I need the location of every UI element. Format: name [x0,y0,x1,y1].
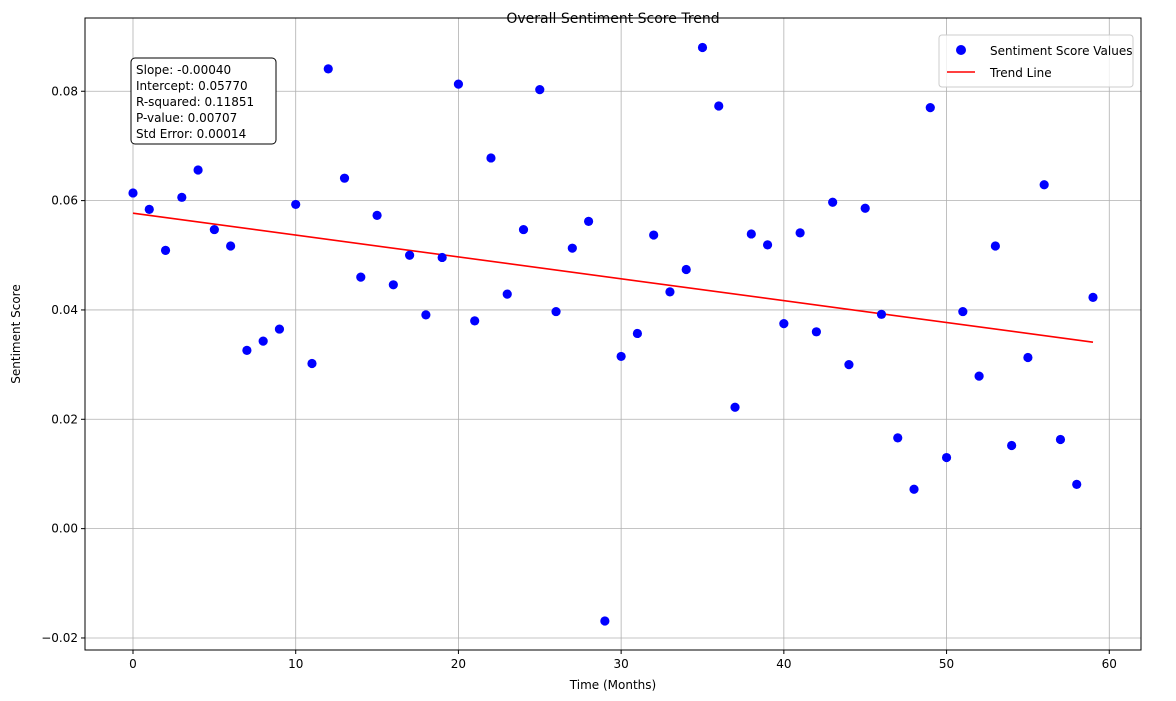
legend-scatter-marker [956,45,966,55]
data-point [193,165,203,175]
data-point [405,250,415,260]
data-point [307,358,317,369]
y-tick-label: 0.06 [51,194,78,208]
stats-intercept: Intercept: 0.05770 [136,79,248,93]
y-tick-label: 0.00 [51,522,78,536]
data-point [958,306,968,317]
data-point [828,197,838,207]
data-point [551,306,561,317]
data-point [876,309,887,319]
y-tick-label: 0.04 [51,303,78,317]
x-axis-label: Time (Months) [569,678,656,692]
data-point [258,336,268,346]
data-point [730,402,740,412]
data-point [274,324,285,334]
legend-frame [938,34,1134,88]
data-point [372,210,382,220]
data-point [795,228,805,238]
plot-frame [84,17,1142,651]
x-tick-label: 40 [776,657,791,671]
data-point [600,616,610,626]
data-point [356,272,366,282]
stats-p-value: P-value: 0.00707 [136,111,237,125]
x-tick-label: 60 [1102,657,1117,671]
data-point [567,243,577,253]
data-point [974,371,984,381]
y-axis-ticks: −0.02 0.00 0.02 0.04 0.06 0.08 [41,84,85,645]
data-point [697,42,708,53]
x-tick-label: 10 [288,657,303,671]
x-tick-label: 20 [451,657,466,671]
data-point [470,316,480,326]
data-point [990,241,1000,251]
data-point [437,252,447,263]
data-point [909,484,919,494]
data-point [893,433,903,443]
data-points [128,42,1098,626]
data-point [762,240,773,250]
stats-std-error: Std Error: 0.00014 [136,127,246,141]
stats-box-border [130,57,277,145]
data-point [226,241,236,251]
data-point [632,328,643,339]
chart-title: Overall Sentiment Score Trend [506,11,719,27]
y-axis-label: Sentiment Score [9,284,23,383]
data-point [925,103,935,113]
data-point [811,327,821,337]
data-point [649,230,659,240]
stats-r-squared: R-squared: 0.11851 [136,95,254,109]
data-point [209,224,219,235]
y-tick-label: 0.08 [51,84,78,98]
x-tick-label: 30 [613,657,628,671]
data-point [941,452,952,463]
data-point [714,101,724,111]
data-point [486,153,496,163]
data-point [1007,440,1017,451]
data-point [160,245,171,255]
data-point [616,351,626,362]
x-tick-label: 0 [129,657,137,671]
legend-label-trend: Trend Line [989,66,1052,80]
data-point [665,287,675,297]
data-point [388,280,398,290]
data-point [177,192,187,202]
y-tick-label: 0.02 [51,412,78,426]
stats-slope: Slope: -0.00040 [136,63,231,77]
data-point [1072,479,1082,489]
data-point [453,79,464,89]
data-point [242,345,252,356]
legend: Sentiment Score Values Trend Line [938,34,1134,88]
data-point [583,216,594,226]
stats-annotation-box: Slope: -0.00040 Intercept: 0.05770 R-squ… [130,57,277,145]
data-point [1055,434,1066,445]
x-tick-label: 50 [939,657,954,671]
data-point [144,204,154,214]
data-point [291,199,301,210]
data-point [1039,180,1049,190]
x-axis-ticks: 0 10 20 30 40 50 60 [129,650,1117,671]
data-point [1023,352,1033,363]
data-point [502,289,512,299]
trend-line [132,212,1094,343]
data-point [323,64,333,74]
data-point [535,85,545,95]
data-point [746,229,756,239]
data-point [421,310,431,320]
data-point [128,188,138,198]
legend-label-scatter: Sentiment Score Values [990,44,1132,58]
data-point [844,360,854,370]
trend-line-layer [132,212,1094,343]
data-point [860,203,870,213]
data-point [339,173,350,183]
y-tick-label: −0.02 [41,631,78,645]
data-point [681,264,691,275]
data-point [779,319,789,329]
data-point [1088,292,1098,302]
data-point [518,224,529,235]
